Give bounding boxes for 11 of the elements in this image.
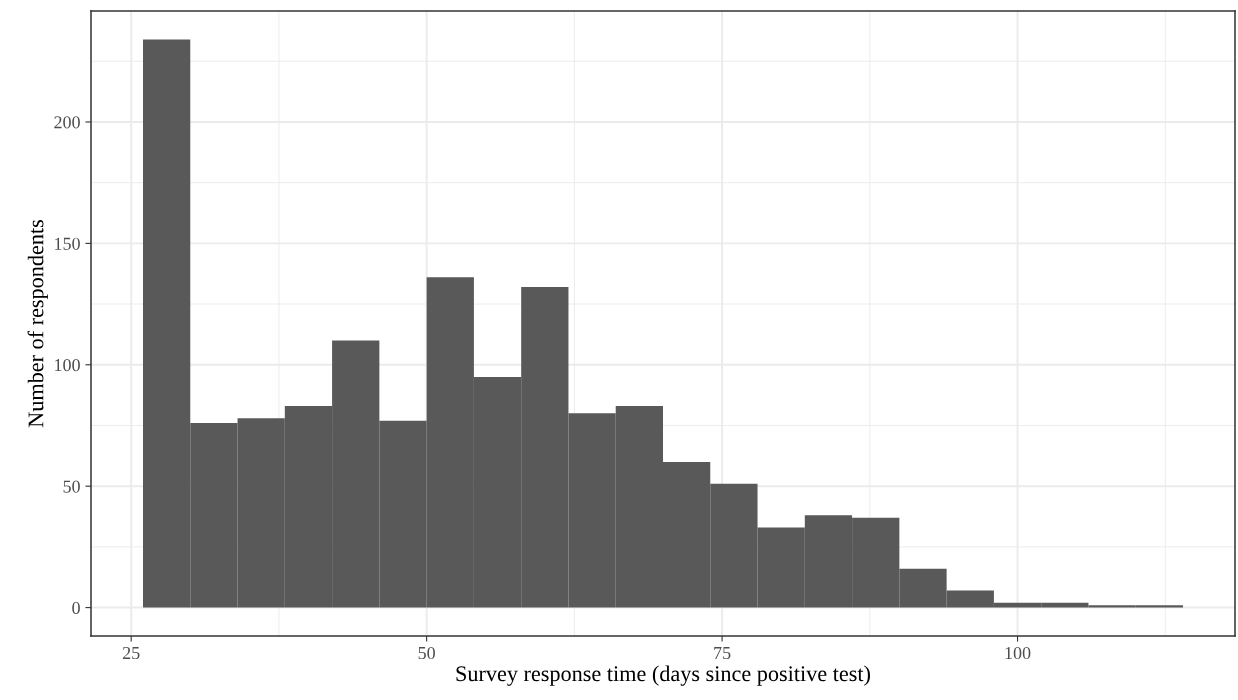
y-tick-label: 50 bbox=[63, 480, 80, 493]
x-tick-label: 50 bbox=[418, 646, 435, 660]
x-tick-label: 25 bbox=[122, 646, 140, 660]
y-tick-label: 200 bbox=[54, 116, 80, 129]
x-tick-label: 75 bbox=[714, 647, 731, 660]
y-axis-title: Number of respondents bbox=[27, 220, 48, 428]
y-tick-label: 100 bbox=[55, 359, 80, 372]
y-tick-label: 0 bbox=[72, 601, 80, 615]
x-axis-title: Survey response time (days since positive test) bbox=[456, 665, 870, 686]
y-tick-label: 150 bbox=[55, 237, 80, 250]
x-tick-label: 100 bbox=[1005, 646, 1031, 660]
